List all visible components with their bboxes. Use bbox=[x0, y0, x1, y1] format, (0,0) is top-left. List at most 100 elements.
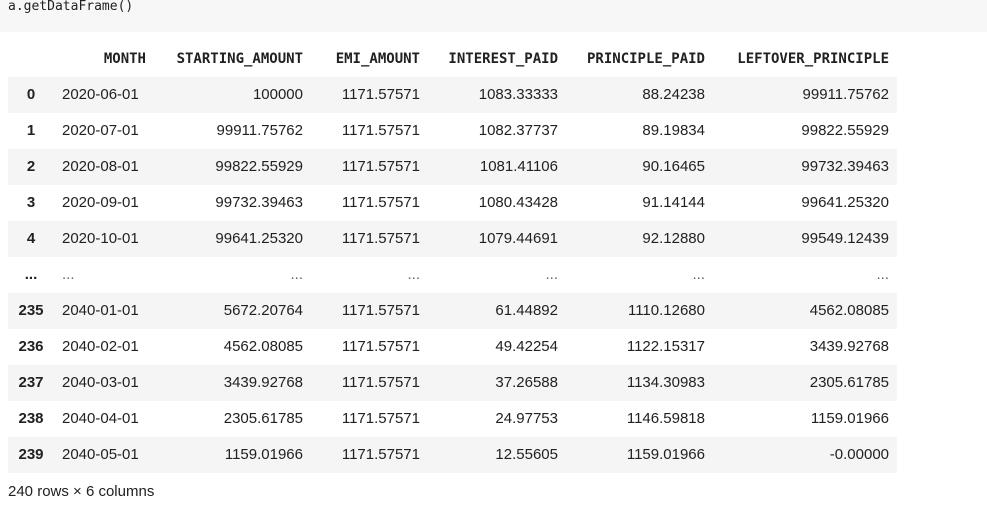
cell-principle-paid: 92.12880 bbox=[642, 230, 705, 247]
cell-month: 2020-09-01 bbox=[62, 194, 139, 211]
cell-emi-amount: 1171.57571 bbox=[341, 86, 420, 103]
cell-emi-amount: 1171.57571 bbox=[341, 410, 420, 427]
cell-starting-amount: 5672.20764 bbox=[223, 302, 303, 319]
cell-principle-paid: 1134.30983 bbox=[626, 374, 705, 391]
cell-leftover-principle: -0.00000 bbox=[829, 446, 889, 463]
column-header-principle-paid: PRINCIPLE_PAID bbox=[586, 51, 705, 67]
code-cell[interactable]: a.getDataFrame() bbox=[0, 0, 987, 32]
cell-principle-paid: 1122.15317 bbox=[626, 338, 705, 355]
row-index: 2 bbox=[26, 158, 36, 175]
cell-starting-amount: 99911.75762 bbox=[216, 122, 303, 139]
table-row: 0 2020-06-01 100000 1171.57571 1083.33333 88.… bbox=[8, 77, 897, 113]
row-index: 235 bbox=[18, 302, 44, 319]
row-index: 1 bbox=[26, 122, 36, 139]
cell-interest-paid: 12.55605 bbox=[495, 446, 558, 463]
cell-starting-amount: 100000 bbox=[252, 86, 303, 103]
table-row: 235 2040-01-01 5672.20764 1171.57571 61.4489… bbox=[8, 293, 897, 329]
cell-interest-paid: 1082.37737 bbox=[478, 122, 558, 139]
cell-starting-amount: 2305.61785 bbox=[223, 410, 303, 427]
column-header-month: MONTH bbox=[103, 51, 146, 67]
cell-interest-paid: ... bbox=[545, 266, 558, 283]
table-row: 239 2040-05-01 1159.01966 1171.57571 12.5560… bbox=[8, 437, 897, 473]
table-row: 4 2020-10-01 99641.25320 1171.57571 1079.446… bbox=[8, 221, 897, 257]
cell-leftover-principle: 1159.01966 bbox=[810, 410, 889, 427]
cell-leftover-principle: 3439.92768 bbox=[809, 338, 889, 355]
row-index: 3 bbox=[26, 194, 36, 211]
cell-leftover-principle: ... bbox=[876, 266, 889, 283]
cell-emi-amount: 1171.57571 bbox=[341, 302, 420, 319]
cell-month: 2040-03-01 bbox=[62, 374, 139, 391]
cell-leftover-principle: 4562.08085 bbox=[809, 302, 889, 319]
row-index: 4 bbox=[26, 230, 36, 247]
row-index: 239 bbox=[18, 446, 44, 463]
cell-starting-amount: 3439.92768 bbox=[223, 374, 303, 391]
cell-principle-paid: 1146.59818 bbox=[626, 410, 705, 427]
row-index: 236 bbox=[18, 338, 44, 355]
row-index: 0 bbox=[26, 86, 36, 103]
table-row: 236 2040-02-01 4562.08085 1171.57571 49.4225… bbox=[8, 329, 897, 365]
cell-interest-paid: 24.97753 bbox=[495, 410, 558, 427]
cell-leftover-principle: 99549.12439 bbox=[801, 230, 889, 247]
column-header-interest-paid: INTEREST_PAID bbox=[448, 51, 558, 67]
cell-principle-paid: 90.16465 bbox=[642, 158, 705, 175]
cell-leftover-principle: 99911.75762 bbox=[802, 86, 889, 103]
cell-emi-amount: ... bbox=[407, 266, 420, 283]
cell-interest-paid: 1083.33333 bbox=[478, 86, 558, 103]
cell-month: 2040-01-01 bbox=[62, 302, 139, 319]
table-row: 238 2040-04-01 2305.61785 1171.57571 24.9775… bbox=[8, 401, 897, 437]
cell-interest-paid: 1081.41106 bbox=[479, 158, 558, 175]
cell-emi-amount: 1171.57571 bbox=[341, 338, 420, 355]
cell-month: 2020-08-01 bbox=[62, 158, 139, 175]
cell-interest-paid: 37.26588 bbox=[495, 374, 558, 391]
cell-interest-paid: 1080.43428 bbox=[478, 194, 558, 211]
cell-principle-paid: 88.24238 bbox=[642, 86, 705, 103]
cell-month: 2020-07-01 bbox=[62, 122, 139, 139]
index-header bbox=[8, 41, 54, 77]
cell-principle-paid: 91.14144 bbox=[642, 194, 705, 211]
cell-month: 2020-06-01 bbox=[62, 86, 139, 103]
table-row: 237 2040-03-01 3439.92768 1171.57571 37.2658… bbox=[8, 365, 897, 401]
cell-emi-amount: 1171.57571 bbox=[341, 194, 420, 211]
row-index: 238 bbox=[18, 410, 44, 427]
cell-leftover-principle: 99641.25320 bbox=[801, 194, 889, 211]
cell-month: 2040-02-01 bbox=[62, 338, 139, 355]
cell-starting-amount: 99822.55929 bbox=[215, 158, 303, 175]
cell-starting-amount: 1159.01966 bbox=[224, 446, 303, 463]
table-row: 2 2020-08-01 99822.55929 1171.57571 1081.411… bbox=[8, 149, 897, 185]
header-row: MONTH STARTING_AMOUNT EMI_AMOUNT INTERES… bbox=[8, 41, 897, 77]
cell-interest-paid: 61.44892 bbox=[495, 302, 558, 319]
column-header-emi-amount: EMI_AMOUNT bbox=[335, 51, 420, 67]
cell-month: ... bbox=[62, 266, 75, 283]
cell-principle-paid: ... bbox=[692, 266, 705, 283]
column-header-starting-amount: STARTING_AMOUNT bbox=[176, 51, 303, 67]
cell-interest-paid: 49.42254 bbox=[495, 338, 558, 355]
cell-starting-amount: 99732.39463 bbox=[215, 194, 303, 211]
table-header: MONTH STARTING_AMOUNT EMI_AMOUNT INTERES… bbox=[8, 41, 897, 77]
cell-principle-paid: 1110.12680 bbox=[627, 302, 705, 319]
cell-emi-amount: 1171.57571 bbox=[341, 158, 420, 175]
table-row: 3 2020-09-01 99732.39463 1171.57571 1080.434… bbox=[8, 185, 897, 221]
table-row: 1 2020-07-01 99911.75762 1171.57571 1082.377… bbox=[8, 113, 897, 149]
cell-starting-amount: 4562.08085 bbox=[223, 338, 303, 355]
cell-leftover-principle: 2305.61785 bbox=[809, 374, 889, 391]
dataframe-table: MONTH STARTING_AMOUNT EMI_AMOUNT INTERES… bbox=[8, 41, 897, 473]
cell-starting-amount: ... bbox=[290, 266, 303, 283]
table-body: 0 2020-06-01 100000 1171.57571 1083.33333 88.… bbox=[8, 77, 897, 473]
code-line[interactable]: a.getDataFrame() bbox=[8, 0, 134, 14]
cell-month: 2040-05-01 bbox=[62, 446, 139, 463]
cell-emi-amount: 1171.57571 bbox=[341, 374, 420, 391]
row-index: ... bbox=[24, 266, 38, 283]
row-index: 237 bbox=[18, 374, 44, 391]
cell-starting-amount: 99641.25320 bbox=[215, 230, 303, 247]
cell-principle-paid: 89.19834 bbox=[642, 122, 705, 139]
cell-month: 2040-04-01 bbox=[62, 410, 139, 427]
column-header-leftover-principle: LEFTOVER_PRINCIPLE bbox=[737, 51, 889, 67]
cell-leftover-principle: 99732.39463 bbox=[801, 158, 889, 175]
cell-emi-amount: 1171.57571 bbox=[341, 446, 420, 463]
cell-emi-amount: 1171.57571 bbox=[341, 122, 420, 139]
dataframe-shape-summary: 240 rows × 6 columns bbox=[8, 483, 155, 500]
cell-principle-paid: 1159.01966 bbox=[626, 446, 705, 463]
cell-month: 2020-10-01 bbox=[62, 230, 139, 247]
cell-interest-paid: 1079.44691 bbox=[478, 230, 558, 247]
cell-leftover-principle: 99822.55929 bbox=[801, 122, 889, 139]
